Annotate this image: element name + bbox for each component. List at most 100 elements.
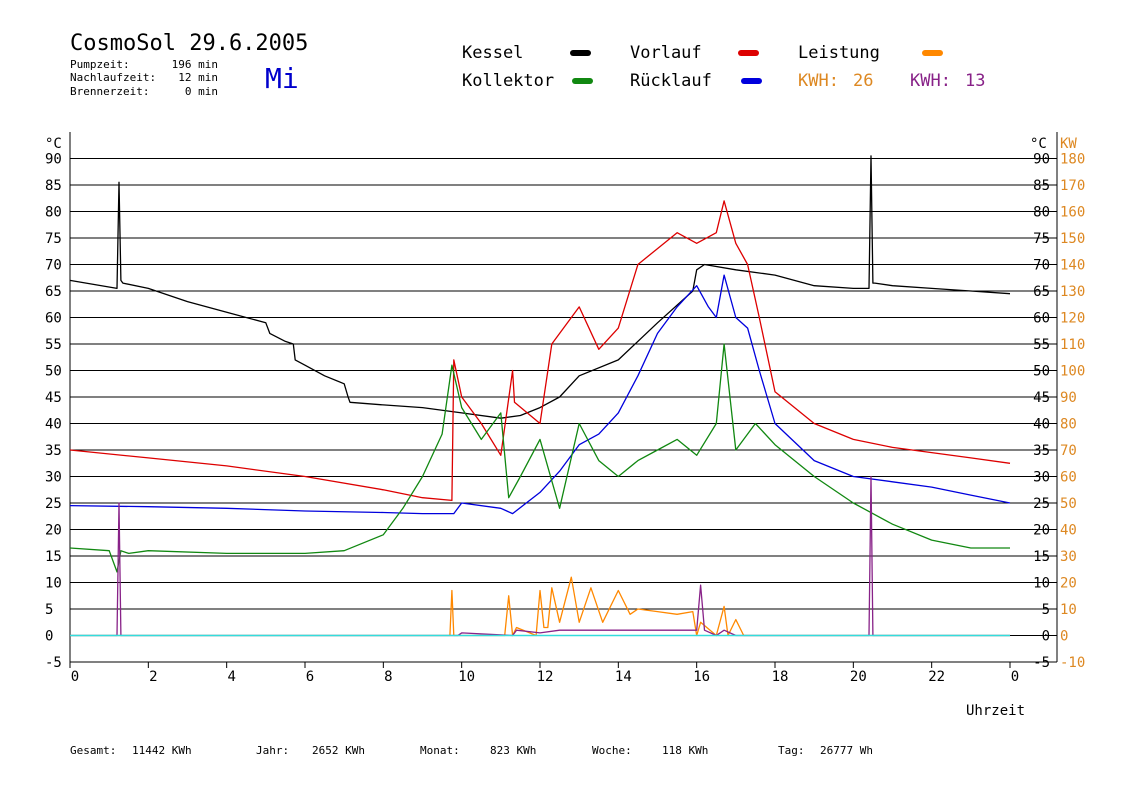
total-value: 11442 KWh bbox=[132, 744, 192, 757]
y2-tick-label: 160 bbox=[1060, 205, 1085, 221]
y-axis-unit-left: °C bbox=[45, 136, 62, 152]
legend-label-vorlauf: Vorlauf bbox=[630, 43, 702, 63]
series-line-rcklauf bbox=[69, 274, 1011, 515]
x-tick-label: 20 bbox=[850, 669, 867, 685]
y2-tick-label: 180 bbox=[1060, 152, 1085, 168]
total-value: 2652 KWh bbox=[312, 744, 365, 757]
total-label: Jahr: bbox=[256, 744, 289, 757]
y-tick-label-right: 25 bbox=[1033, 496, 1050, 512]
header-stats: Pumpzeit: 196 min Nachlaufzeit: 12 min B… bbox=[70, 58, 218, 98]
y-tick-label-right: 90 bbox=[1033, 152, 1050, 168]
y2-tick-label: 150 bbox=[1060, 231, 1085, 247]
x-tick-label: 6 bbox=[306, 669, 314, 685]
y-tick-label: 40 bbox=[45, 417, 62, 433]
total-label: Tag: bbox=[778, 744, 805, 757]
y-tick-label-right: 50 bbox=[1033, 364, 1050, 380]
y-tick-label: 15 bbox=[45, 549, 62, 565]
y-tick-label: 70 bbox=[45, 258, 62, 274]
x-tick-label: 18 bbox=[772, 669, 789, 685]
x-tick-label: 12 bbox=[537, 669, 554, 685]
x-tick-label: 14 bbox=[615, 669, 632, 685]
y-tick-label: 35 bbox=[45, 443, 62, 459]
y-tick-label: 20 bbox=[45, 523, 62, 539]
y-tick-label-right: 65 bbox=[1033, 284, 1050, 300]
y2-tick-label: 120 bbox=[1060, 311, 1085, 327]
stat-value: 12 min bbox=[178, 71, 218, 84]
x-tick-label: 10 bbox=[458, 669, 475, 685]
y2-tick-label: 110 bbox=[1060, 337, 1085, 353]
y-tick-label: 75 bbox=[45, 231, 62, 247]
stat-value: 0 min bbox=[185, 85, 218, 98]
y2-tick-label: 0 bbox=[1060, 629, 1068, 645]
y2-tick-label: 20 bbox=[1060, 576, 1077, 592]
y-tick-label-right: 60 bbox=[1033, 311, 1050, 327]
y-axis-unit-right: °C bbox=[1030, 136, 1047, 152]
y2-tick-label: 130 bbox=[1060, 284, 1085, 300]
y2-tick-label: -10 bbox=[1060, 655, 1085, 671]
y2-tick-label: 70 bbox=[1060, 443, 1077, 459]
y-tick-label: 90 bbox=[45, 152, 62, 168]
kwh-label-2: KWH: bbox=[910, 71, 951, 91]
series-line-vorlauf bbox=[69, 200, 1011, 502]
legend: Kessel Vorlauf Leistung Kollektor Rückla… bbox=[462, 43, 985, 91]
y-tick-label-right: 80 bbox=[1033, 205, 1050, 221]
grid bbox=[70, 158, 1057, 636]
y2-tick-label: 60 bbox=[1060, 470, 1077, 486]
x-tick-label: 8 bbox=[384, 669, 392, 685]
y2-tick-label: 50 bbox=[1060, 496, 1077, 512]
total-value: 26777 Wh bbox=[820, 744, 873, 757]
stat-label: Nachlaufzeit: bbox=[70, 71, 156, 84]
y-tick-label: 30 bbox=[45, 470, 62, 486]
kwh-value-1: 26 bbox=[853, 71, 873, 91]
y-tick-label-right: 75 bbox=[1033, 231, 1050, 247]
y-tick-label: 80 bbox=[45, 205, 62, 221]
y-tick-label: 45 bbox=[45, 390, 62, 406]
y-tick-label-right: 15 bbox=[1033, 549, 1050, 565]
x-tick-label: 0 bbox=[1011, 669, 1019, 685]
y2-tick-label: 80 bbox=[1060, 417, 1077, 433]
total-label: Monat: bbox=[420, 744, 460, 757]
y-tick-label: 5 bbox=[45, 602, 53, 618]
y-tick-label: 60 bbox=[45, 311, 62, 327]
x-tick-label: 4 bbox=[227, 669, 235, 685]
y-tick-label: 65 bbox=[45, 284, 62, 300]
y2-tick-label: 40 bbox=[1060, 523, 1077, 539]
y-tick-label: 25 bbox=[45, 496, 62, 512]
y-tick-label: 85 bbox=[45, 178, 62, 194]
y-tick-label-right: 85 bbox=[1033, 178, 1050, 194]
y-tick-label: 0 bbox=[45, 629, 53, 645]
x-axis-label: Uhrzeit bbox=[966, 703, 1025, 719]
y-tick-label-right: 35 bbox=[1033, 443, 1050, 459]
stat-value: 196 min bbox=[172, 58, 218, 71]
total-value: 118 KWh bbox=[662, 744, 708, 757]
y-tick-label-right: 55 bbox=[1033, 337, 1050, 353]
total-label: Gesamt: bbox=[70, 744, 116, 757]
y2-tick-label: 100 bbox=[1060, 364, 1085, 380]
legend-label-leistung: Leistung bbox=[798, 43, 880, 63]
series-group bbox=[69, 155, 1011, 637]
x-tick-label: 16 bbox=[693, 669, 710, 685]
chart-title: CosmoSol 29.6.2005 bbox=[70, 31, 308, 56]
total-value: 823 KWh bbox=[490, 744, 536, 757]
stat-label: Pumpzeit: bbox=[70, 58, 130, 71]
legend-label-kollektor: Kollektor bbox=[462, 71, 554, 91]
y2-tick-label: 170 bbox=[1060, 178, 1085, 194]
y-tick-label-right: -5 bbox=[1033, 655, 1050, 671]
y-tick-label-right: 45 bbox=[1033, 390, 1050, 406]
y-tick-label: -5 bbox=[45, 655, 62, 671]
x-tick-label: 22 bbox=[928, 669, 945, 685]
series-line-kollektor bbox=[69, 343, 1010, 573]
stat-label: Brennerzeit: bbox=[70, 85, 149, 98]
y-tick-label-right: 10 bbox=[1033, 576, 1050, 592]
y-tick-label-right: 5 bbox=[1042, 602, 1050, 618]
x-tick-label: 0 bbox=[71, 669, 79, 685]
y-tick-label-right: 70 bbox=[1033, 258, 1050, 274]
weekday-label: Mi bbox=[265, 62, 299, 95]
y-tick-label: 55 bbox=[45, 337, 62, 353]
y2-tick-label: 140 bbox=[1060, 258, 1085, 274]
y-tick-label-right: 20 bbox=[1033, 523, 1050, 539]
y2-tick-label: 90 bbox=[1060, 390, 1077, 406]
y2-tick-label: 10 bbox=[1060, 602, 1077, 618]
